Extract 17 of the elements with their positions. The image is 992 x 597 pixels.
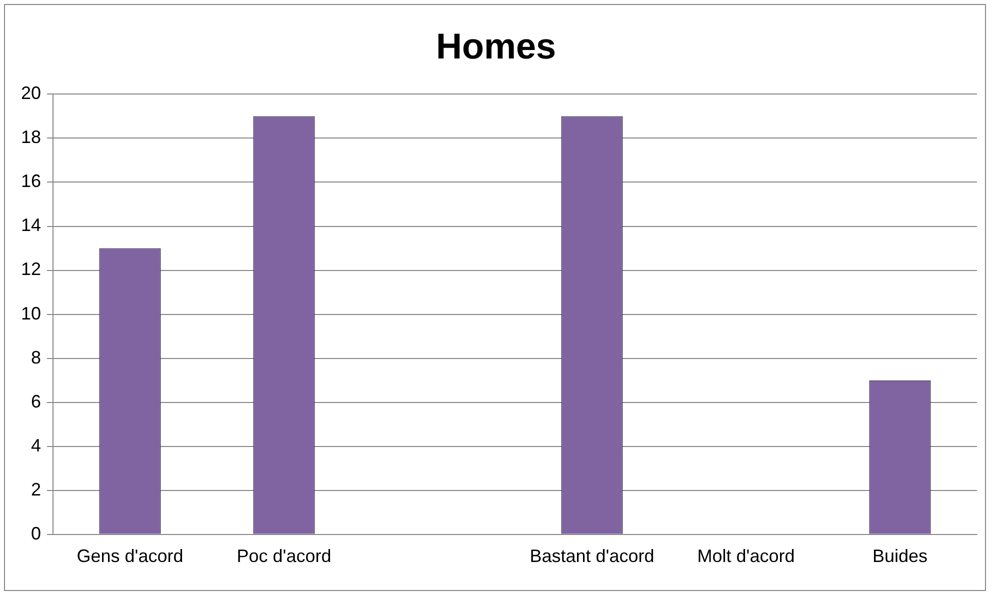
y-tick-label: 18	[20, 127, 42, 148]
y-tick-label: 2	[31, 479, 42, 500]
y-tick-label: 4	[31, 435, 42, 456]
y-tick-label: 10	[20, 303, 42, 324]
y-tick-label: 12	[20, 259, 42, 280]
y-tick-label: 8	[31, 347, 42, 368]
y-tick-label: 6	[31, 391, 42, 412]
y-tick-label: 14	[20, 215, 42, 236]
x-tick-label: Bastant d'acord	[530, 546, 654, 566]
x-tick-label: Buides	[872, 546, 928, 566]
chart-title: Homes	[436, 26, 556, 67]
y-tick-label: 0	[31, 523, 42, 544]
x-tick-label: Gens d'acord	[76, 546, 184, 566]
y-tick-label: 16	[20, 171, 42, 192]
y-tick-label: 20	[20, 83, 42, 104]
x-tick-label: Molt d'acord	[697, 546, 795, 566]
x-tick-label: Poc d'acord	[236, 546, 332, 566]
